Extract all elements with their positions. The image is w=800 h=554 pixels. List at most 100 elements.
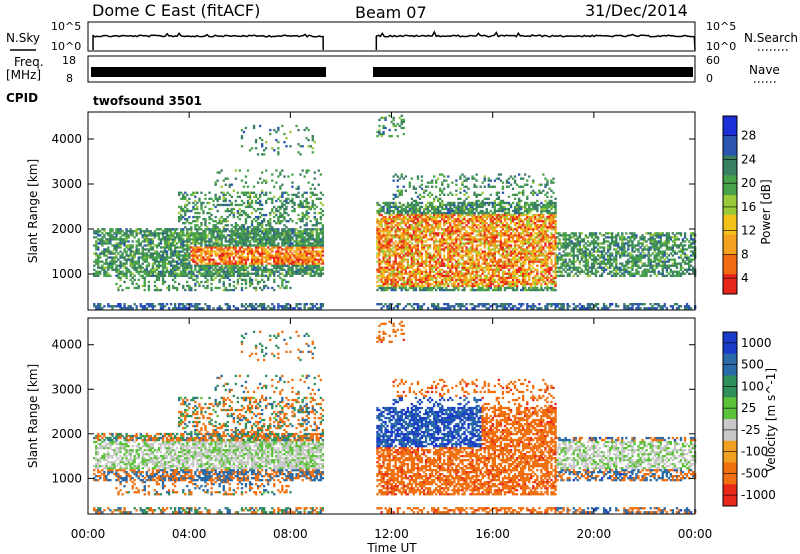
power-cell <box>420 264 424 267</box>
power-cell <box>192 207 195 211</box>
power-cell <box>240 228 244 231</box>
power-cell <box>299 220 302 223</box>
power-cell <box>198 242 201 245</box>
power-cell <box>155 246 159 249</box>
power-cell <box>439 211 442 215</box>
power-cell <box>248 203 252 207</box>
power-cell <box>135 268 138 271</box>
power-cell <box>198 272 201 275</box>
power-cell <box>190 264 193 267</box>
power-cell <box>123 266 126 269</box>
power-cell <box>299 264 302 267</box>
power-cell <box>400 286 403 290</box>
power-cell <box>259 177 262 180</box>
power-cell <box>252 238 256 241</box>
power-cell <box>137 260 140 263</box>
power-cell <box>447 274 450 278</box>
power-cell <box>222 218 225 221</box>
power-cell <box>240 246 244 249</box>
power-cell <box>455 246 458 249</box>
date-title: 31/Dec/2014 <box>585 1 688 20</box>
power-cell <box>435 179 438 182</box>
power-cell <box>457 262 460 265</box>
power-cell <box>115 274 118 278</box>
power-cell <box>256 268 260 271</box>
power-cell <box>153 262 157 265</box>
power-cell <box>457 203 460 207</box>
power-cell <box>315 218 318 221</box>
power-cell <box>265 191 268 194</box>
power-cell <box>236 278 240 282</box>
power-cell <box>457 305 460 308</box>
power-cell <box>307 238 310 241</box>
power-cell <box>113 238 116 241</box>
power-cell <box>433 207 436 211</box>
power-cell <box>471 215 474 219</box>
power-cell <box>388 262 391 265</box>
power-cell <box>479 303 482 306</box>
power-cell <box>263 280 266 284</box>
power-cell <box>455 211 458 215</box>
power-cell <box>380 222 383 225</box>
power-cell <box>473 278 476 282</box>
power-cell <box>418 197 422 201</box>
power-cell <box>418 264 422 267</box>
power-cell <box>275 238 278 241</box>
power-cell <box>295 228 298 231</box>
power-cell <box>394 286 397 290</box>
power-cell <box>125 272 128 275</box>
power-cell <box>408 252 412 255</box>
power-cell <box>305 240 308 243</box>
power-cell <box>467 238 470 241</box>
power-cell <box>303 246 306 249</box>
power-cell <box>295 187 298 190</box>
power-cell <box>465 280 468 284</box>
power-cell <box>254 139 258 142</box>
power-cell <box>210 236 213 239</box>
power-cell <box>406 211 410 215</box>
power-cell <box>133 262 136 265</box>
power-cell <box>259 260 262 263</box>
power-cell <box>380 238 383 241</box>
power-cell <box>265 264 268 267</box>
power-cell <box>459 274 462 278</box>
power-cell <box>418 238 422 241</box>
power-cell <box>291 272 294 275</box>
power-cell <box>256 252 260 255</box>
power-cell <box>139 252 142 255</box>
power-cell <box>238 238 242 241</box>
power-cell <box>186 254 189 257</box>
power-cell <box>224 252 227 255</box>
power-cell <box>161 256 165 259</box>
power-cell <box>206 262 209 265</box>
power-cell <box>398 215 401 219</box>
power-cell <box>93 305 96 308</box>
power-cell <box>159 254 163 257</box>
power-cell <box>216 246 219 249</box>
power-cell <box>473 282 476 286</box>
power-cell <box>382 236 385 239</box>
power-cell <box>246 234 250 237</box>
power-cell <box>250 264 254 267</box>
power-cell <box>240 203 244 207</box>
freq-label-1: Freq. <box>14 55 44 69</box>
power-cell <box>459 213 462 217</box>
power-cell <box>388 272 391 275</box>
power-cell <box>414 205 418 209</box>
power-cell <box>242 262 246 265</box>
power-cell <box>297 254 300 257</box>
power-cell <box>380 278 383 282</box>
power-cell <box>176 272 179 275</box>
power-cell <box>119 230 122 233</box>
power-cell <box>443 276 446 280</box>
power-cell <box>378 209 381 213</box>
power-cell <box>283 236 286 239</box>
power-cell <box>97 256 100 259</box>
power-cell <box>267 224 270 227</box>
power-cell <box>238 203 242 207</box>
power-cell <box>469 264 472 267</box>
power-cell <box>457 226 460 229</box>
power-cell <box>141 262 144 265</box>
power-cell <box>117 268 120 271</box>
power-cell <box>445 278 448 282</box>
